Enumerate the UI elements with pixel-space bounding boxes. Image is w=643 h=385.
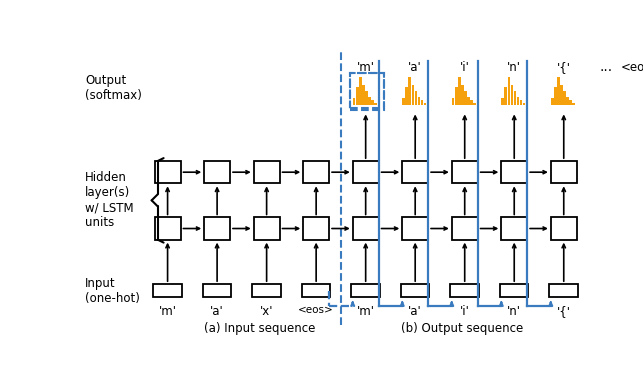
Bar bbox=[204, 218, 230, 239]
Bar bbox=[511, 85, 513, 105]
Bar bbox=[415, 91, 417, 105]
Bar bbox=[424, 103, 426, 105]
Bar bbox=[640, 97, 643, 105]
Text: (b) Output sequence: (b) Output sequence bbox=[401, 322, 523, 335]
Bar bbox=[154, 218, 181, 239]
Bar bbox=[368, 97, 371, 105]
Bar bbox=[254, 161, 280, 183]
Bar bbox=[350, 73, 384, 109]
Bar bbox=[500, 284, 529, 298]
Bar bbox=[458, 77, 460, 105]
Bar bbox=[203, 284, 231, 298]
Bar bbox=[631, 77, 634, 105]
Bar bbox=[254, 218, 280, 239]
Bar bbox=[514, 91, 516, 105]
Bar bbox=[371, 100, 374, 105]
Bar bbox=[467, 97, 470, 105]
Bar bbox=[252, 284, 281, 298]
Bar bbox=[359, 77, 361, 105]
Bar bbox=[356, 87, 359, 105]
Bar bbox=[560, 85, 563, 105]
Text: <eos>: <eos> bbox=[620, 61, 643, 74]
Bar bbox=[523, 103, 525, 105]
Bar bbox=[464, 91, 467, 105]
Bar bbox=[566, 97, 569, 105]
Bar bbox=[625, 99, 628, 105]
Bar bbox=[350, 73, 384, 110]
Bar bbox=[505, 87, 507, 105]
Bar bbox=[517, 97, 520, 105]
Text: 'a': 'a' bbox=[408, 305, 422, 318]
Bar bbox=[452, 161, 478, 183]
Bar bbox=[551, 99, 554, 105]
Bar bbox=[563, 91, 566, 105]
Text: (a) Input sequence: (a) Input sequence bbox=[204, 322, 315, 335]
Bar bbox=[502, 218, 527, 239]
Bar bbox=[353, 218, 379, 239]
Text: '{': '{' bbox=[557, 305, 571, 318]
Bar bbox=[455, 87, 458, 105]
Bar bbox=[502, 161, 527, 183]
Text: Output
(softmax): Output (softmax) bbox=[86, 74, 142, 102]
Text: <eos>: <eos> bbox=[298, 305, 334, 315]
Bar bbox=[406, 87, 408, 105]
Bar bbox=[461, 85, 464, 105]
Bar bbox=[637, 91, 640, 105]
Bar bbox=[408, 77, 411, 105]
Bar bbox=[520, 100, 522, 105]
Bar bbox=[551, 161, 577, 183]
Text: 'm': 'm' bbox=[357, 305, 375, 318]
Text: 'n': 'n' bbox=[507, 305, 521, 318]
Bar bbox=[412, 85, 414, 105]
Bar bbox=[352, 284, 380, 298]
Bar bbox=[302, 284, 331, 298]
Text: Hidden
layer(s)
w/ LSTM
units: Hidden layer(s) w/ LSTM units bbox=[86, 171, 134, 229]
Bar bbox=[502, 99, 504, 105]
Bar bbox=[353, 99, 356, 105]
Bar bbox=[417, 97, 421, 105]
Bar bbox=[470, 100, 473, 105]
Bar bbox=[303, 161, 329, 183]
Text: ...: ... bbox=[599, 60, 612, 74]
Bar bbox=[154, 161, 181, 183]
Bar bbox=[628, 87, 631, 105]
Bar bbox=[204, 161, 230, 183]
Bar bbox=[551, 218, 577, 239]
Bar bbox=[403, 99, 405, 105]
Bar bbox=[303, 218, 329, 239]
Bar bbox=[507, 77, 510, 105]
Bar bbox=[153, 284, 182, 298]
Bar bbox=[362, 85, 365, 105]
Text: 'm': 'm' bbox=[159, 305, 177, 318]
Bar bbox=[374, 103, 377, 105]
Text: 'a': 'a' bbox=[408, 61, 422, 74]
Text: 'x': 'x' bbox=[260, 305, 273, 318]
Bar bbox=[557, 77, 559, 105]
Bar bbox=[451, 284, 479, 298]
Bar bbox=[403, 161, 428, 183]
Bar bbox=[403, 218, 428, 239]
Text: 'm': 'm' bbox=[357, 61, 375, 74]
Bar bbox=[572, 103, 575, 105]
Bar bbox=[401, 284, 430, 298]
Text: 'a': 'a' bbox=[210, 305, 224, 318]
Bar bbox=[550, 284, 578, 298]
Bar bbox=[554, 87, 557, 105]
Text: Input
(one-hot): Input (one-hot) bbox=[86, 277, 140, 305]
Text: 'i': 'i' bbox=[460, 305, 469, 318]
Text: 'i': 'i' bbox=[460, 61, 469, 74]
Text: '{': '{' bbox=[557, 61, 571, 74]
Bar bbox=[353, 161, 379, 183]
Bar bbox=[473, 103, 476, 105]
Bar bbox=[365, 91, 368, 105]
Bar bbox=[421, 100, 423, 105]
Bar bbox=[452, 218, 478, 239]
Bar bbox=[635, 85, 637, 105]
Bar bbox=[452, 99, 455, 105]
Bar bbox=[569, 100, 572, 105]
Text: 'n': 'n' bbox=[507, 61, 521, 74]
